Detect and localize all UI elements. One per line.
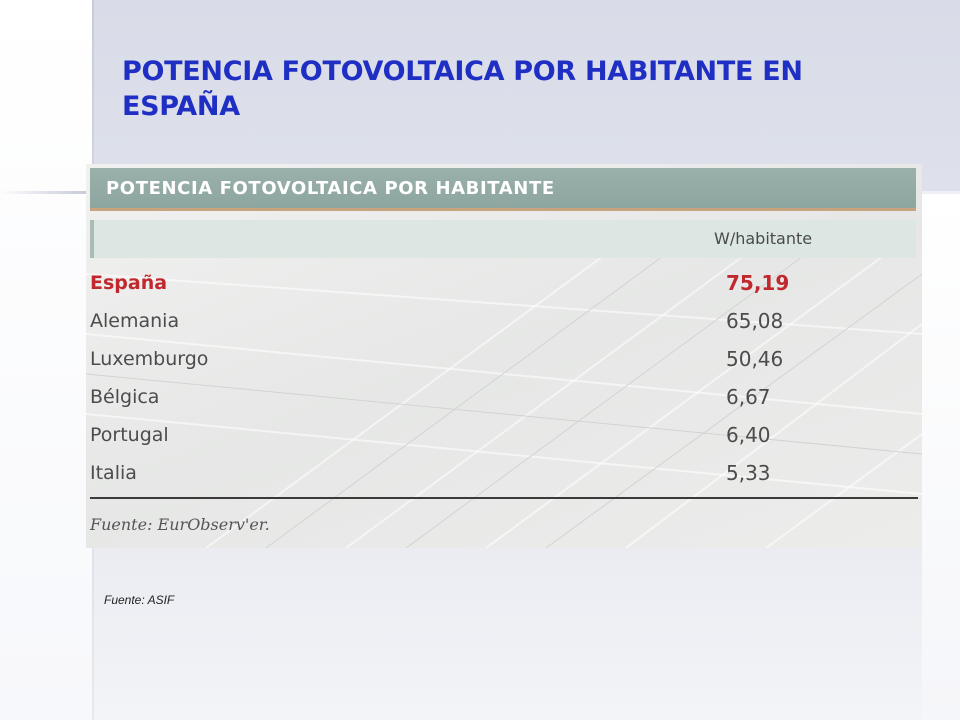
table-bottom-rule — [90, 497, 918, 499]
table-header: POTENCIA FOTOVOLTAICA POR HABITANTE — [90, 168, 916, 211]
country-value: 5,33 — [726, 461, 771, 485]
slide-right-margin — [922, 193, 960, 720]
country-value: 65,08 — [726, 309, 784, 333]
table-source: Fuente: EurObserv'er. — [90, 515, 270, 534]
country-value: 6,40 — [726, 423, 771, 447]
unit-column-label: W/habitante — [714, 229, 813, 248]
country-value: 75,19 — [726, 271, 790, 295]
table-row-portugal: Portugal 6,40 — [86, 418, 922, 456]
country-name: España — [90, 272, 168, 294]
country-value: 6,67 — [726, 385, 771, 409]
slide-left-margin — [0, 0, 92, 720]
country-name: Bélgica — [90, 386, 160, 408]
title-divider-line-right — [922, 191, 960, 194]
table-column-header: W/habitante — [90, 220, 916, 258]
country-name: Alemania — [90, 310, 180, 332]
table-image: POTENCIA FOTOVOLTAICA POR HABITANTE W/ha… — [86, 164, 922, 548]
country-value: 50,46 — [726, 347, 784, 371]
table-row-luxemburgo: Luxemburgo 50,46 — [86, 342, 922, 380]
country-name: Portugal — [90, 424, 169, 446]
table-row-italia: Italia 5,33 — [86, 456, 922, 494]
table-row-alemania: Alemania 65,08 — [86, 304, 922, 342]
table-row-belgica: Bélgica 6,67 — [86, 380, 922, 418]
slide-source: Fuente: ASIF — [104, 593, 175, 607]
table-row-espana: España 75,19 — [86, 266, 922, 304]
country-name: Luxemburgo — [90, 348, 209, 370]
title-divider-line — [0, 191, 92, 194]
table-title: POTENCIA FOTOVOLTAICA POR HABITANTE — [106, 178, 555, 199]
slide-title: POTENCIA FOTOVOLTAICA POR HABITANTE EN E… — [122, 56, 803, 122]
solar-panel-background — [86, 253, 922, 548]
country-name: Italia — [90, 462, 137, 484]
